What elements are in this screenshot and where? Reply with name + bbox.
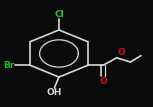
Text: O: O — [118, 48, 125, 57]
Text: O: O — [99, 77, 107, 86]
Text: Br: Br — [3, 61, 14, 70]
Text: Cl: Cl — [54, 10, 64, 19]
Text: OH: OH — [47, 88, 62, 97]
